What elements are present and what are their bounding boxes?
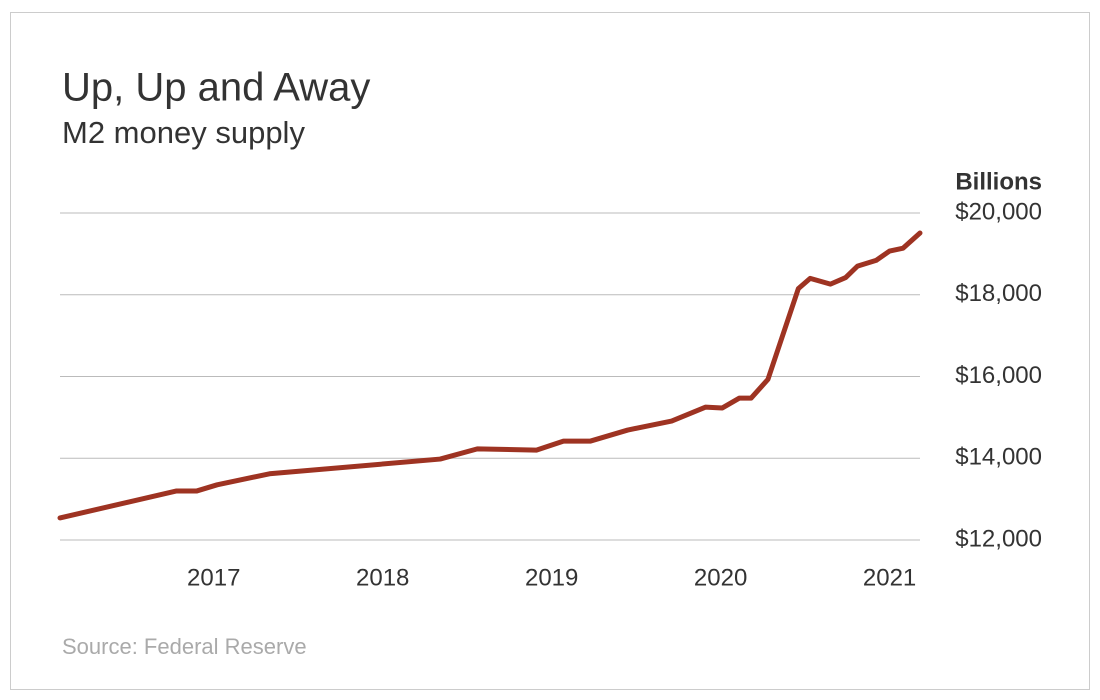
y-tick-label: $16,000 bbox=[955, 362, 1042, 389]
x-tick-label: 2021 bbox=[863, 564, 916, 591]
y-axis-label: Billions bbox=[955, 168, 1042, 195]
y-tick-label: $12,000 bbox=[955, 525, 1042, 552]
chart-title: Up, Up and Away bbox=[62, 66, 370, 110]
y-tick-label: $20,000 bbox=[955, 198, 1042, 225]
frame bbox=[10, 12, 1090, 690]
y-tick-label: $14,000 bbox=[955, 444, 1042, 471]
x-tick-label: 2019 bbox=[525, 564, 578, 591]
chart-subtitle: M2 money supply bbox=[62, 115, 305, 150]
x-tick-label: 2020 bbox=[694, 564, 747, 591]
x-tick-label: 2018 bbox=[356, 564, 409, 591]
line bbox=[57, 230, 923, 521]
y-tick-label: $18,000 bbox=[955, 280, 1042, 307]
x-tick-label: 2017 bbox=[187, 564, 240, 591]
source: Source: Federal Reserve bbox=[62, 634, 307, 659]
